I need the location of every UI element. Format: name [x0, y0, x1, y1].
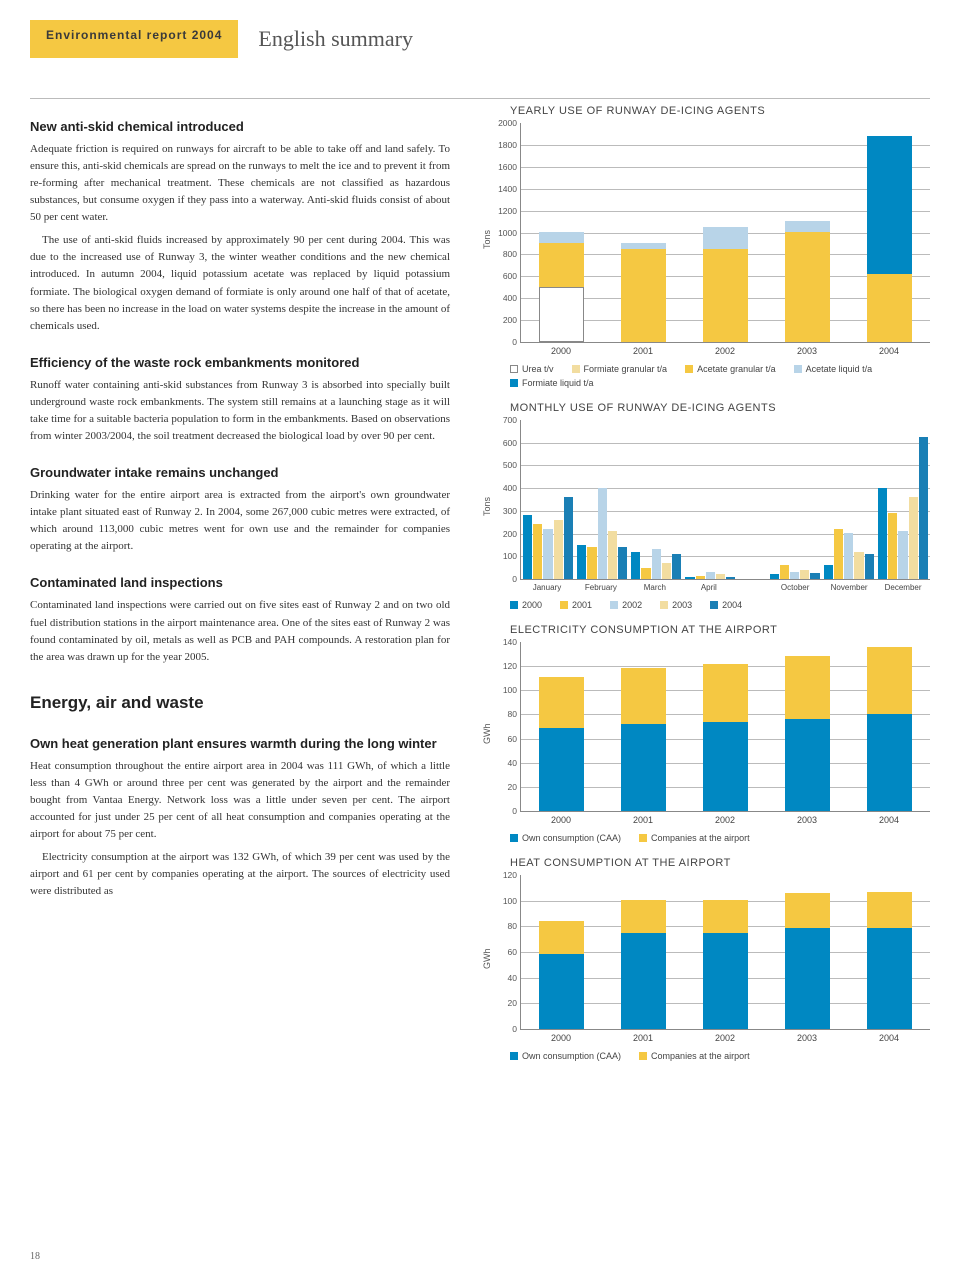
body-text: The use of anti-skid fluids increased by…: [30, 232, 450, 334]
section-heading: Own heat generation plant ensures warmth…: [30, 734, 450, 754]
chart-title: HEAT CONSUMPTION AT THE AIRPORT: [510, 857, 930, 869]
chart-title: YEARLY USE OF RUNWAY DE-ICING AGENTS: [510, 105, 930, 117]
body-text: Drinking water for the entire airport ar…: [30, 487, 450, 555]
major-heading: Energy, air and waste: [30, 690, 450, 716]
body-text: Contaminated land inspections were carri…: [30, 597, 450, 665]
y-axis-label: Tons: [480, 420, 494, 592]
y-axis-label: GWh: [480, 875, 494, 1043]
section-heading: Efficiency of the waste rock embankments…: [30, 353, 450, 373]
chart-title: MONTHLY USE OF RUNWAY DE-ICING AGENTS: [510, 402, 930, 414]
section-heading: Groundwater intake remains unchanged: [30, 463, 450, 483]
chart-legend: Urea t/vFormiate granular t/aAcetate gra…: [510, 364, 930, 388]
section-heading: New anti-skid chemical introduced: [30, 117, 450, 137]
chart-heat: GWh 02040608010012020002001200220032004: [480, 875, 930, 1043]
page-number: 18: [30, 1251, 40, 1262]
section-heading: Contaminated land inspections: [30, 573, 450, 593]
body-text: Adequate friction is required on runways…: [30, 141, 450, 226]
body-text: Electricity consumption at the airport w…: [30, 849, 450, 900]
chart-monthly-deicing: Tons 0100200300400500600700JanuaryFebrua…: [480, 420, 930, 592]
body-text: Heat consumption throughout the entire a…: [30, 758, 450, 843]
chart-legend: 20002001200220032004: [510, 600, 930, 610]
charts-column: YEARLY USE OF RUNWAY DE-ICING AGENTS Ton…: [480, 99, 930, 1075]
body-text: Runoff water containing anti-skid substa…: [30, 377, 450, 445]
y-axis-label: Tons: [480, 123, 494, 356]
chart-legend: Own consumption (CAA)Companies at the ai…: [510, 833, 930, 843]
chart-yearly-deicing: Tons 02004006008001000120014001600180020…: [480, 123, 930, 356]
chart-title: ELECTRICITY CONSUMPTION AT THE AIRPORT: [510, 624, 930, 636]
report-tab: Environmental report 2004: [30, 20, 238, 58]
chart-legend: Own consumption (CAA)Companies at the ai…: [510, 1051, 930, 1061]
page-title: English summary: [238, 20, 433, 58]
chart-electricity: GWh 020406080100120140200020012002200320…: [480, 642, 930, 825]
y-axis-label: GWh: [480, 642, 494, 825]
text-column: New anti-skid chemical introduced Adequa…: [30, 99, 450, 1075]
